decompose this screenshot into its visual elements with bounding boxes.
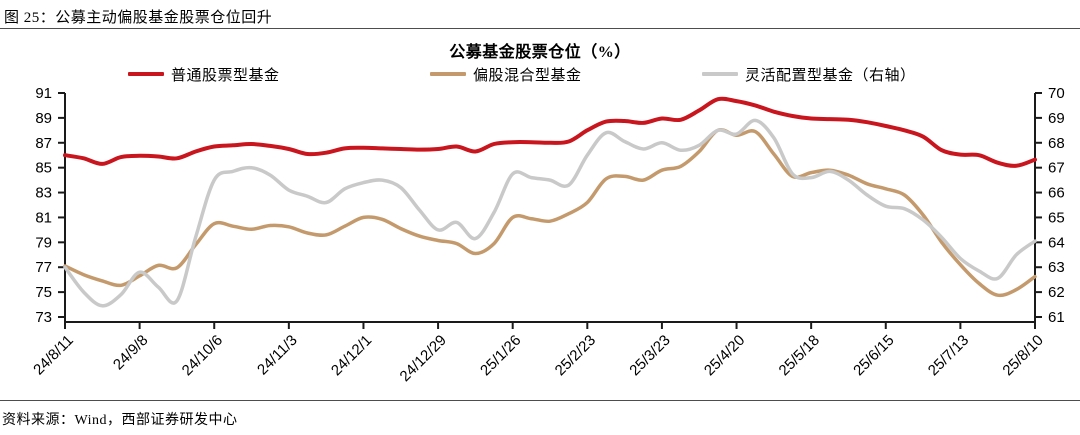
right-axis-tick-label: 62 <box>1048 284 1065 301</box>
left-axis-tick-label: 85 <box>35 160 52 177</box>
header-divider <box>0 28 1080 29</box>
x-axis-tick-label: 25/8/10 <box>999 332 1046 379</box>
chart-canvas: 91 89 87 85 83 81 79 77 75 73 70 69 68 67 66 65 64 63 62 61… <box>30 85 1065 385</box>
left-axis-tick-label: 91 <box>35 85 52 102</box>
source-note: 资料来源：Wind，西部证券研发中心 <box>2 413 238 428</box>
right-axis-tick-label: 70 <box>1048 85 1065 102</box>
right-axis-tick-label: 64 <box>1048 234 1065 251</box>
right-axis-tick-label: 66 <box>1048 185 1065 202</box>
left-axis-tick-label: 75 <box>35 284 52 301</box>
figure-caption: 图 25：公募主动偏股基金股票仓位回升 <box>4 10 273 26</box>
chart-legend: 普通股票型基金 偏股混合型基金 灵活配置型基金（右轴） <box>0 62 1080 86</box>
left-axis-tick-label: 81 <box>35 209 52 226</box>
left-axis-tick-label: 77 <box>35 259 52 276</box>
legend-swatch-gray-line <box>702 72 738 76</box>
x-axis-tick-label: 25/4/20 <box>701 332 748 379</box>
left-axis-tick-label: 87 <box>35 135 52 152</box>
x-axis-tick-label: 24/11/3 <box>254 332 301 379</box>
x-axis-tick-label: 24/12/29 <box>397 332 450 385</box>
legend-item-ordinary-stock-fund: 普通股票型基金 <box>128 62 280 86</box>
figure-footer: 资料来源：Wind，西部证券研发中心 <box>0 400 1080 435</box>
left-axis-tick-label: 79 <box>35 234 52 251</box>
left-axis-tick-label: 73 <box>35 309 52 326</box>
series-line-2 <box>63 118 1037 308</box>
x-axis-tick-label: 24/8/11 <box>30 332 77 379</box>
right-axis-tick-label: 68 <box>1048 135 1065 152</box>
right-axis-tick-label: 65 <box>1048 209 1065 226</box>
series-line-0 <box>63 96 1037 168</box>
x-axis-tick-label: 24/12/1 <box>328 332 375 379</box>
right-axis-tick-label: 69 <box>1048 110 1065 127</box>
legend-swatch-red-line <box>128 72 164 76</box>
legend-label: 偏股混合型基金 <box>473 67 582 84</box>
legend-label: 灵活配置型基金（右轴） <box>745 67 916 84</box>
chart-title: 公募基金股票仓位（%） <box>449 44 631 61</box>
left-axis-tick-label: 83 <box>35 185 52 202</box>
x-axis-tick-label: 25/1/26 <box>477 332 524 379</box>
figure-header: 图 25：公募主动偏股基金股票仓位回升 <box>0 0 1080 29</box>
right-axis-tick-label: 61 <box>1048 309 1065 326</box>
series-line-1 <box>63 127 1037 298</box>
left-axis-tick-label: 89 <box>35 110 52 127</box>
right-axis-tick-label: 67 <box>1048 160 1065 177</box>
right-axis-tick-label: 63 <box>1048 259 1065 276</box>
legend-label: 普通股票型基金 <box>171 67 280 84</box>
legend-item-equity-biased-hybrid-fund: 偏股混合型基金 <box>430 62 582 86</box>
legend-item-flexible-allocation-fund: 灵活配置型基金（右轴） <box>702 62 916 86</box>
x-axis-tick-label: 25/2/23 <box>552 332 599 379</box>
x-axis-tick-label: 25/5/18 <box>776 332 823 379</box>
x-axis-tick-label: 24/9/8 <box>110 332 152 374</box>
x-axis-tick-label: 25/3/23 <box>626 332 673 379</box>
x-axis-tick-label: 25/6/15 <box>850 332 897 379</box>
x-axis-tick-label: 25/7/13 <box>925 332 972 379</box>
x-axis-tick-label: 24/10/6 <box>179 332 226 379</box>
legend-swatch-tan-line <box>430 72 466 76</box>
